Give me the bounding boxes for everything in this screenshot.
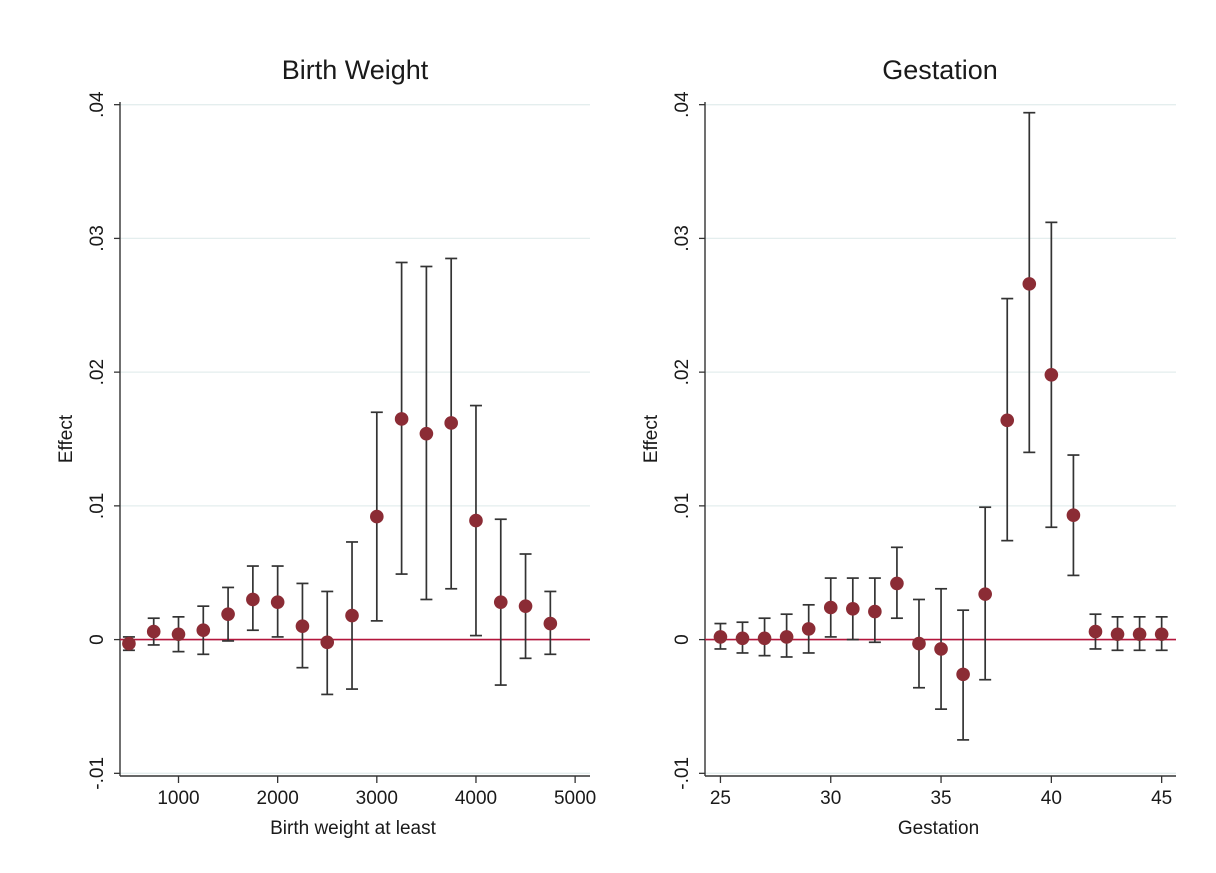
- data-point: [757, 631, 772, 646]
- y-tick-label: .02: [672, 359, 693, 385]
- x-tick-label: 35: [930, 788, 951, 809]
- y-axis-label: Effect: [641, 414, 662, 463]
- x-tick-label: 40: [1041, 788, 1062, 809]
- y-tick-label: .03: [87, 225, 108, 251]
- data-point: [493, 595, 508, 609]
- data-point: [394, 412, 409, 426]
- y-tick-label: .04: [87, 91, 108, 118]
- data-point: [419, 426, 434, 441]
- gridlines: [120, 104, 590, 774]
- data-point: [246, 592, 260, 607]
- x-tick-label: 25: [710, 788, 731, 809]
- panel-birth-weight: Birth Weight Birth weight at least Effec…: [56, 55, 596, 839]
- gridlines: [705, 104, 1176, 774]
- data-point: [956, 667, 970, 682]
- x-axis-label: Gestation: [898, 818, 979, 839]
- data-point: [1132, 627, 1147, 642]
- x-tick-label: 1000: [157, 788, 199, 809]
- data-point: [735, 631, 750, 646]
- panel-title: Gestation: [882, 55, 998, 85]
- data-point: [543, 616, 558, 631]
- data-point: [469, 513, 483, 528]
- data-point: [890, 576, 904, 591]
- data-point: [1066, 508, 1081, 523]
- data-point: [171, 627, 186, 642]
- y-tick-label: 0: [672, 634, 693, 645]
- data-point: [1000, 413, 1015, 428]
- x-tick-label: 30: [820, 788, 841, 809]
- x-tick-label: 3000: [356, 788, 398, 809]
- x-axis-label: Birth weight at least: [270, 818, 437, 839]
- data-marks: [120, 257, 590, 696]
- data-point: [146, 624, 161, 639]
- data-point: [1110, 627, 1125, 642]
- y-tick-label: -.01: [672, 757, 693, 790]
- y-axis-label: Effect: [56, 414, 77, 463]
- panel-gestation: Gestation Gestation Effect -.01 0 .01 .02 .0…: [641, 55, 1176, 839]
- data-point: [1088, 624, 1103, 639]
- data-point: [122, 636, 136, 651]
- data-point: [1044, 368, 1059, 382]
- x-tick-label: 45: [1151, 788, 1172, 809]
- data-point: [978, 587, 992, 601]
- data-point: [270, 595, 285, 609]
- axes: -.01 0 .01 .02 .03 .04 1000 2000 3000 4000 5000: [87, 91, 596, 809]
- y-tick-label: .03: [672, 225, 693, 251]
- data-point: [345, 608, 359, 623]
- data-point: [823, 600, 838, 615]
- data-marks: [705, 111, 1176, 741]
- data-point: [779, 630, 794, 644]
- x-tick-label: 2000: [257, 788, 299, 809]
- x-tick-label: 4000: [455, 788, 497, 809]
- data-point: [444, 416, 458, 430]
- data-point: [1154, 627, 1169, 642]
- y-tick-label: -.01: [87, 757, 108, 790]
- y-tick-label: .01: [87, 493, 108, 519]
- data-point: [370, 509, 384, 524]
- data-point: [846, 602, 860, 616]
- data-point: [713, 630, 728, 644]
- data-point: [801, 622, 816, 636]
- data-point: [196, 623, 211, 638]
- data-point: [1022, 277, 1037, 291]
- panel-title: Birth Weight: [282, 55, 429, 85]
- data-point: [295, 619, 310, 634]
- y-tick-label: 0: [87, 634, 108, 645]
- data-point: [221, 607, 235, 621]
- y-tick-label: .04: [672, 91, 693, 118]
- data-point: [868, 604, 882, 619]
- data-point: [320, 635, 335, 650]
- data-point: [518, 599, 533, 613]
- data-point: [912, 636, 926, 651]
- y-tick-label: .02: [87, 359, 108, 385]
- y-tick-label: .01: [672, 493, 693, 519]
- x-tick-label: 5000: [554, 788, 596, 809]
- data-point: [934, 642, 948, 656]
- axes: -.01 0 .01 .02 .03 .04 25 30 35 40 45: [672, 91, 1176, 809]
